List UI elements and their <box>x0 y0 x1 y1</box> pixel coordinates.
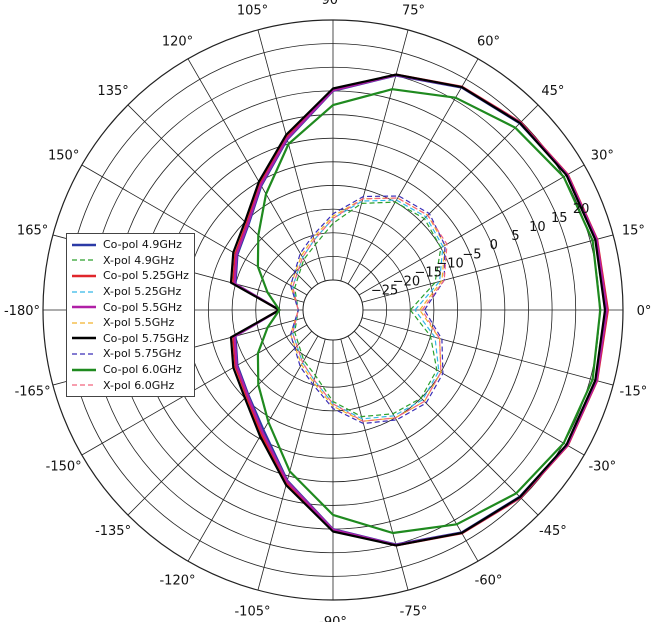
legend-swatch <box>72 305 96 309</box>
legend-label: X-pol 5.75GHz <box>103 347 182 361</box>
theta-tick-label: 165° <box>17 224 48 239</box>
r-gridline <box>231 208 435 412</box>
series-line-7 <box>290 195 446 425</box>
theta-gridline <box>358 324 585 456</box>
legend-entry: X-pol 6.0GHz <box>71 377 189 393</box>
r-tick-label: −20 <box>393 274 420 289</box>
legend-entry: X-pol 5.25GHz <box>71 284 189 300</box>
legend-entry: Co-pol 5.75GHz <box>71 331 189 347</box>
theta-tick-label: 120° <box>162 35 193 50</box>
theta-gridline <box>361 234 614 303</box>
theta-tick-label: 75° <box>402 4 425 19</box>
theta-gridline <box>358 164 585 296</box>
tick-label-layer: 90° 75° 60° 45° 30° 15° 0° -15° -30° -45° -60° -75°… <box>4 0 651 622</box>
r-tick-label: 5 <box>511 229 519 244</box>
theta-gridline <box>127 104 313 290</box>
theta-tick-label: 15° <box>622 224 645 239</box>
legend-label: Co-pol 4.9GHz <box>103 238 182 252</box>
legend-swatch <box>72 243 96 246</box>
series-line-8 <box>256 88 602 535</box>
r-tick-label: 10 <box>529 220 546 235</box>
theta-tick-label: 105° <box>237 4 268 19</box>
legend-entry: Co-pol 6.0GHz <box>71 362 189 378</box>
theta-gridline <box>81 164 308 296</box>
legend-entry: Co-pol 5.25GHz <box>71 268 189 284</box>
legend-swatch <box>72 353 96 355</box>
series-layer <box>229 73 609 547</box>
theta-tick-label: -165° <box>15 384 51 399</box>
r-gridline <box>208 185 458 435</box>
theta-gridline <box>353 104 539 290</box>
theta-tick-label: -135° <box>95 524 131 539</box>
legend-swatch <box>72 322 96 324</box>
legend-entry: X-pol 4.9GHz <box>71 253 189 269</box>
theta-tick-label: -120° <box>159 573 195 588</box>
r-tick-label: −15 <box>415 265 442 280</box>
theta-gridline <box>340 338 409 591</box>
legend-swatch <box>72 337 96 340</box>
legend-entry: X-pol 5.5GHz <box>71 315 189 331</box>
series-line-9 <box>292 197 448 422</box>
legend-label: X-pol 5.25GHz <box>103 285 182 299</box>
theta-gridline <box>187 58 319 285</box>
r-tick-label: 0 <box>490 238 498 253</box>
legend-swatch <box>72 274 96 278</box>
theta-tick-label: -180° <box>4 304 40 319</box>
r-tick-label: −25 <box>371 283 398 298</box>
legend-label: Co-pol 6.0GHz <box>103 363 182 377</box>
theta-tick-label: -60° <box>475 573 503 588</box>
theta-tick-label: 150° <box>48 149 79 164</box>
r-gridline <box>255 232 411 388</box>
r-tick-label: 15 <box>551 211 568 226</box>
legend-entry: X-pol 5.75GHz <box>71 346 189 362</box>
theta-tick-label: -105° <box>234 604 270 619</box>
legend-entry: Co-pol 4.9GHz <box>71 237 189 253</box>
r-tick-label: −10 <box>436 256 463 271</box>
legend-label: Co-pol 5.75GHz <box>103 331 189 345</box>
theta-tick-label: -30° <box>588 460 616 475</box>
theta-gridline <box>347 58 479 285</box>
inner-circle <box>302 279 364 341</box>
legend-swatch <box>72 384 96 386</box>
theta-gridline <box>347 335 479 562</box>
theta-gridline <box>127 330 313 516</box>
theta-tick-label: 0° <box>637 304 652 319</box>
legend-swatch <box>72 290 96 293</box>
r-tick-label: 20 <box>573 202 590 217</box>
legend-label: Co-pol 5.5GHz <box>103 300 182 314</box>
theta-tick-label: 45° <box>541 84 564 99</box>
legend-label: X-pol 5.5GHz <box>103 316 175 330</box>
legend-swatch <box>72 368 96 371</box>
legend-entry: Co-pol 5.5GHz <box>71 299 189 315</box>
legend-label: Co-pol 5.25GHz <box>103 269 189 283</box>
legend-label: X-pol 4.9GHz <box>103 253 175 267</box>
theta-tick-label: -75° <box>400 604 428 619</box>
theta-tick-label: 60° <box>477 35 500 50</box>
theta-tick-label: -150° <box>46 460 82 475</box>
theta-gridline <box>353 330 539 516</box>
theta-tick-label: 90° <box>321 0 344 8</box>
theta-gridline <box>340 29 409 282</box>
legend-label: X-pol 6.0GHz <box>103 378 175 392</box>
r-tick-label: −5 <box>462 247 481 262</box>
theta-tick-label: 135° <box>97 84 128 99</box>
theta-tick-label: 30° <box>591 149 614 164</box>
theta-tick-label: -45° <box>539 524 567 539</box>
theta-gridline <box>187 335 319 562</box>
theta-gridline <box>361 317 614 386</box>
theta-tick-label: -15° <box>620 384 648 399</box>
legend-swatch <box>72 259 96 262</box>
theta-tick-label: -90° <box>319 615 347 622</box>
legend: Co-pol 4.9GHz X-pol 4.9GHz Co-pol 5.25GHz X… <box>66 233 195 397</box>
theta-gridline <box>257 29 326 282</box>
